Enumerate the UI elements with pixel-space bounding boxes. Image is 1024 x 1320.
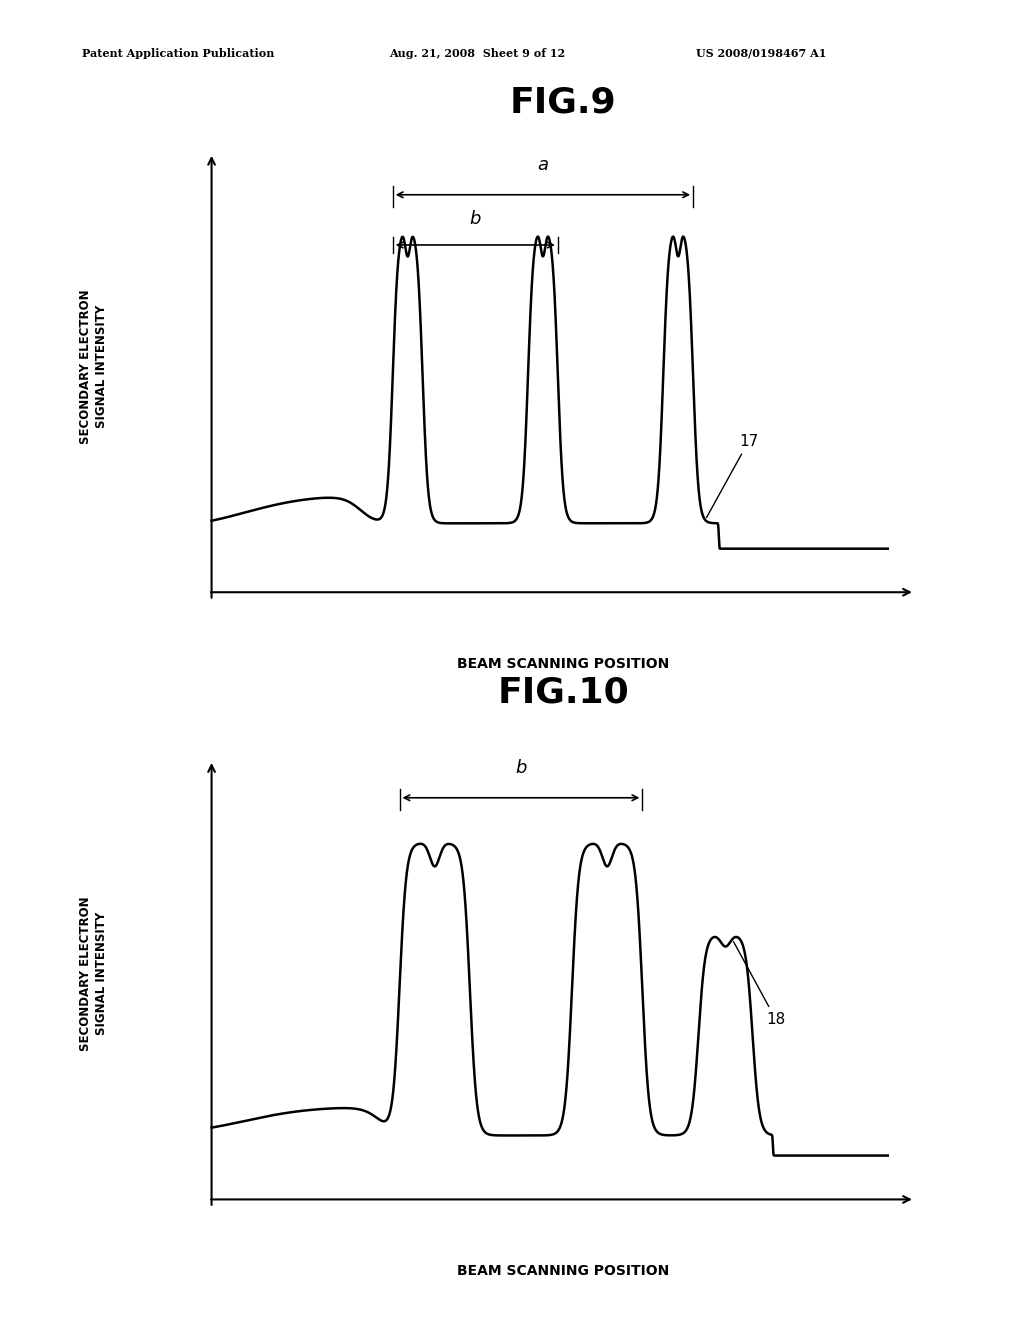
Text: SECONDARY ELECTRON
SIGNAL INTENSITY: SECONDARY ELECTRON SIGNAL INTENSITY (79, 289, 109, 444)
Text: BEAM SCANNING POSITION: BEAM SCANNING POSITION (457, 657, 670, 671)
Text: FIG.10: FIG.10 (498, 676, 629, 710)
Text: FIG.9: FIG.9 (510, 86, 616, 120)
Text: 18: 18 (733, 941, 785, 1027)
Text: Patent Application Publication: Patent Application Publication (82, 48, 274, 58)
Text: Aug. 21, 2008  Sheet 9 of 12: Aug. 21, 2008 Sheet 9 of 12 (389, 48, 565, 58)
Text: b: b (515, 759, 526, 777)
Text: b: b (470, 210, 481, 228)
Text: 17: 17 (707, 434, 758, 517)
Text: BEAM SCANNING POSITION: BEAM SCANNING POSITION (457, 1265, 670, 1278)
Text: SECONDARY ELECTRON
SIGNAL INTENSITY: SECONDARY ELECTRON SIGNAL INTENSITY (79, 896, 109, 1051)
Text: a: a (538, 156, 549, 174)
Text: US 2008/0198467 A1: US 2008/0198467 A1 (696, 48, 826, 58)
